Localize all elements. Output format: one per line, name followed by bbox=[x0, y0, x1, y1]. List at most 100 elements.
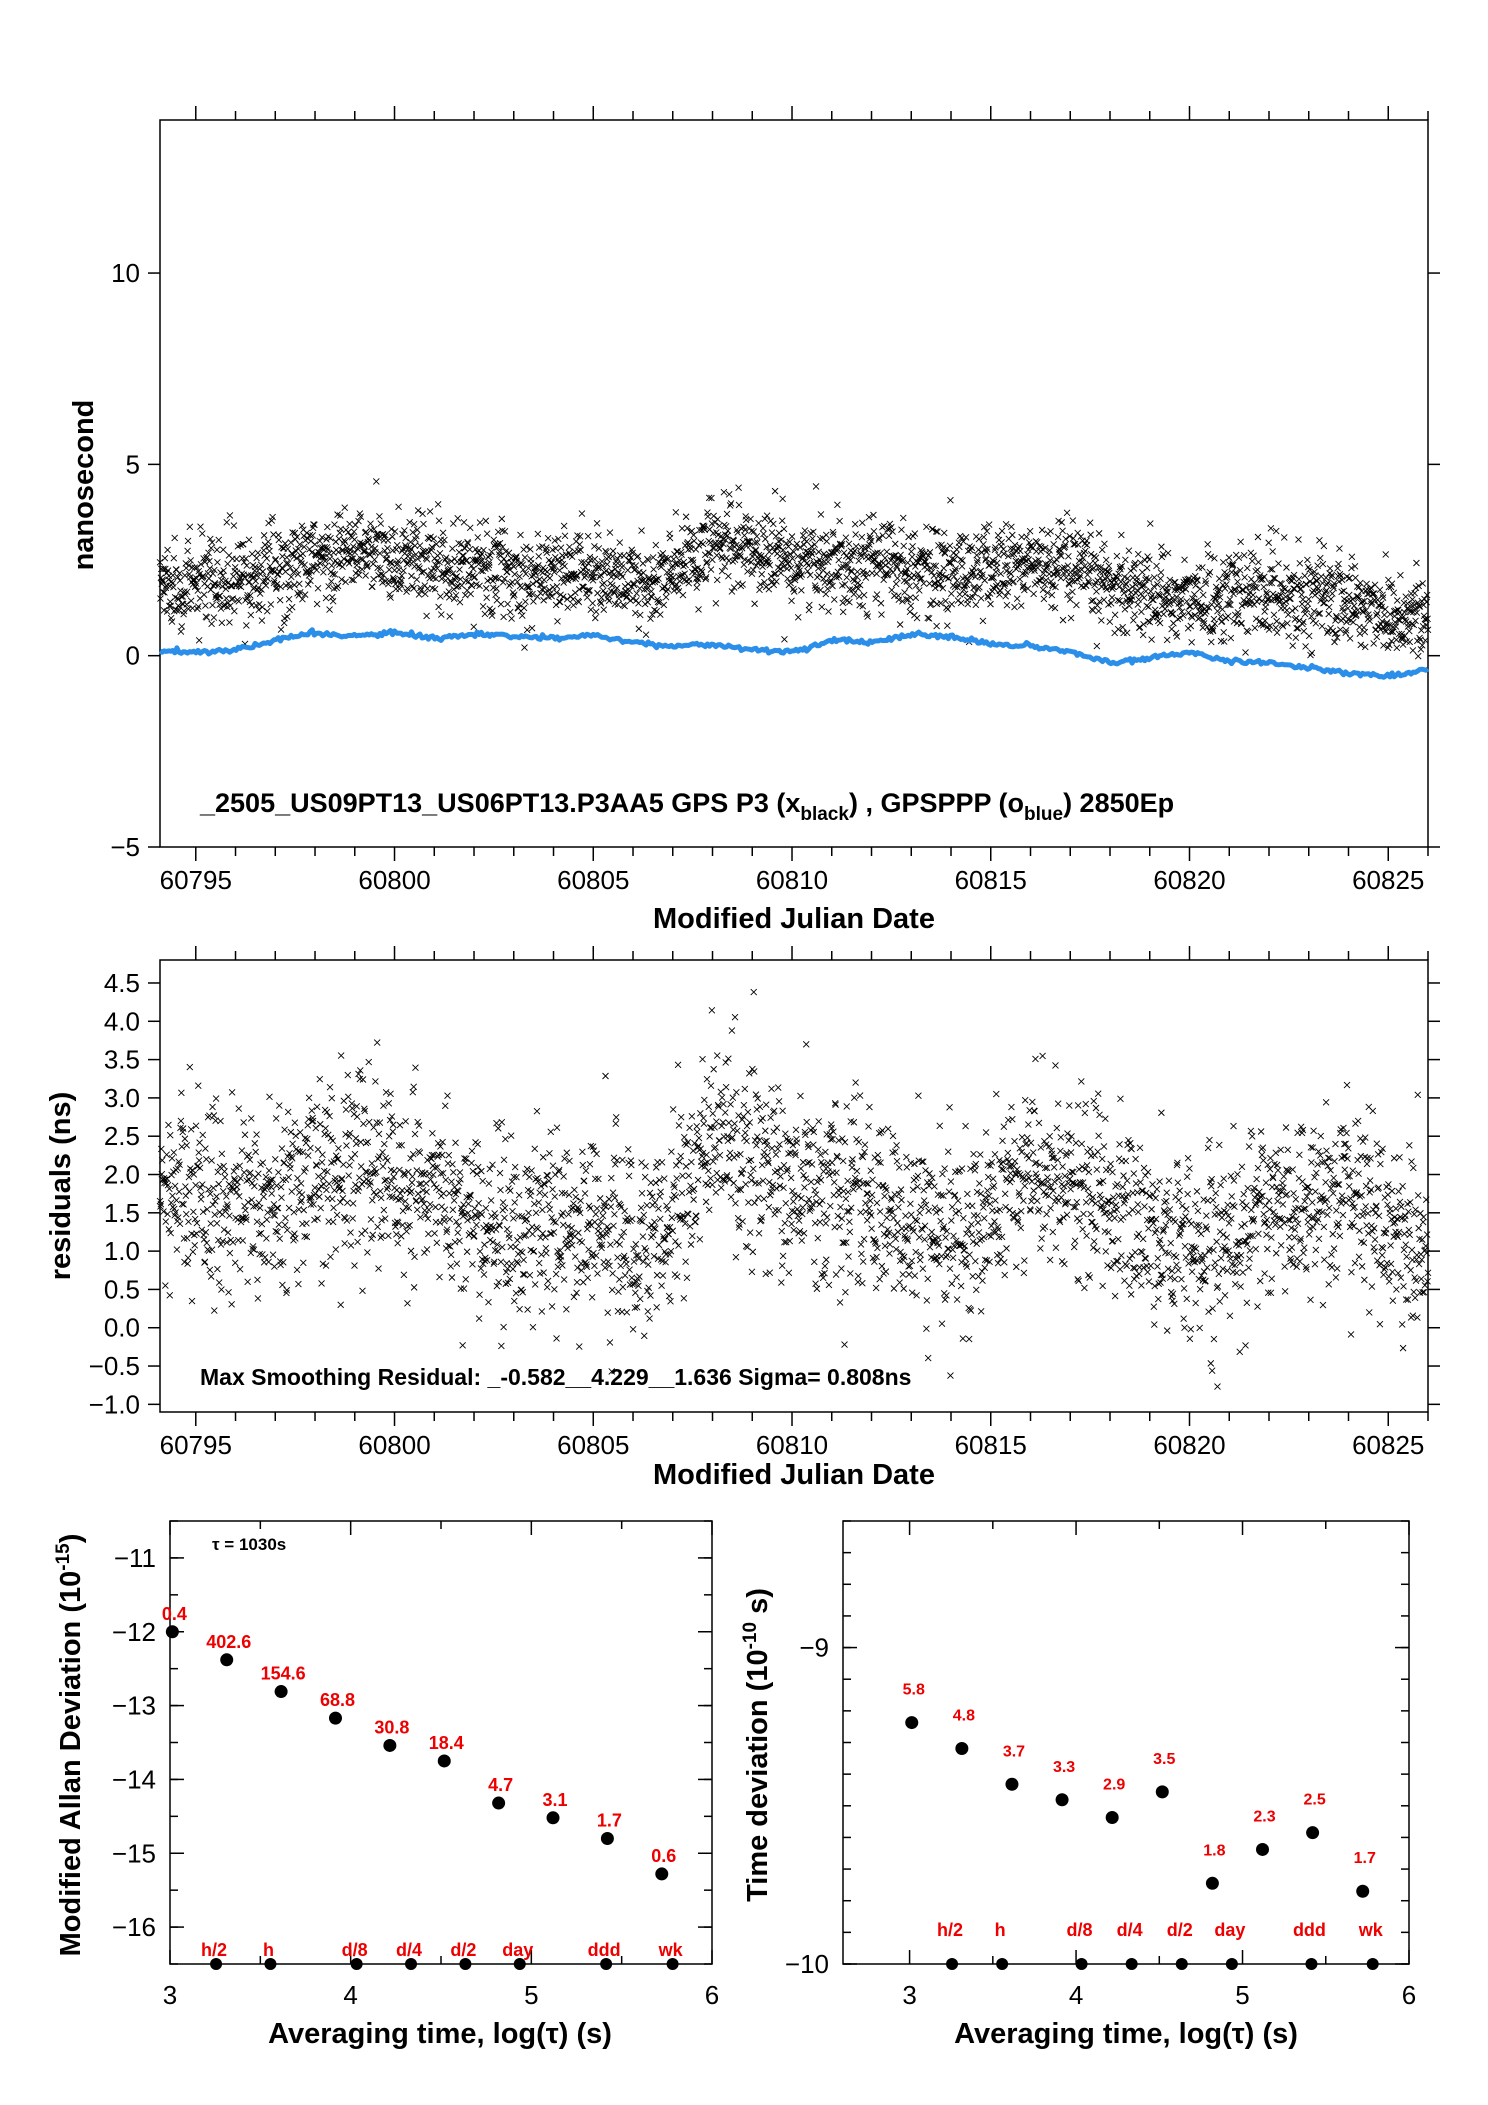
phase-black-point bbox=[961, 590, 969, 598]
phase-black-point bbox=[1002, 521, 1010, 528]
residuals-point bbox=[292, 1132, 300, 1140]
phase-black-point bbox=[636, 611, 644, 619]
residuals-point bbox=[577, 1197, 584, 1205]
residuals-point bbox=[782, 1199, 790, 1207]
phase-black-point bbox=[408, 553, 416, 560]
phase-black-point bbox=[383, 551, 391, 558]
residuals-point bbox=[506, 1234, 513, 1242]
phase-black-point bbox=[387, 594, 394, 601]
residuals-point bbox=[705, 1206, 713, 1214]
phase-annotation: _2505_US09PT13_US06PT13.P3AA5 GPS P3 (xb… bbox=[199, 788, 1174, 825]
phase-black-point bbox=[203, 614, 211, 621]
phase-black-point bbox=[771, 487, 779, 495]
residuals-point bbox=[571, 1186, 578, 1194]
phase-black-point bbox=[476, 582, 483, 590]
phase-black-point bbox=[307, 577, 314, 585]
phase-black-point bbox=[513, 557, 521, 565]
phase-black-point bbox=[298, 522, 306, 530]
phase-black-point bbox=[801, 527, 809, 534]
residuals-point bbox=[538, 1206, 546, 1214]
phase-black-point bbox=[931, 584, 939, 592]
residuals-point bbox=[682, 1163, 690, 1170]
residuals-point bbox=[1004, 1116, 1012, 1124]
residuals-point bbox=[193, 1230, 200, 1237]
phase-black-point bbox=[394, 557, 402, 565]
residuals-point bbox=[408, 1179, 416, 1186]
phase-black-point bbox=[445, 594, 453, 601]
phase-black-point bbox=[271, 577, 278, 584]
phase-black-point bbox=[303, 529, 311, 537]
residuals-point bbox=[384, 1157, 391, 1164]
residuals-point bbox=[453, 1260, 461, 1267]
phase-black-point bbox=[529, 580, 537, 588]
phase-black-point bbox=[692, 565, 699, 573]
residuals-point bbox=[795, 1229, 802, 1237]
phase-black-point bbox=[207, 544, 215, 552]
residuals-point bbox=[823, 1130, 831, 1138]
residuals-point bbox=[705, 1103, 713, 1111]
residuals-point bbox=[343, 1142, 350, 1149]
residuals-point bbox=[351, 1150, 359, 1158]
phase-black-point bbox=[486, 552, 494, 559]
phase-black-point bbox=[851, 520, 859, 528]
residuals-point bbox=[602, 1072, 609, 1080]
residuals-point bbox=[275, 1221, 283, 1228]
phase-black-point bbox=[605, 597, 613, 605]
residuals-point bbox=[407, 1247, 415, 1255]
phase-black-point bbox=[740, 523, 747, 531]
phase-black-point bbox=[703, 559, 710, 567]
residuals-point bbox=[621, 1272, 629, 1279]
phase-black-point bbox=[198, 530, 206, 537]
residuals-point bbox=[255, 1170, 262, 1177]
phase-black-point bbox=[583, 568, 591, 576]
residuals-point bbox=[299, 1259, 307, 1267]
phase-black-point bbox=[610, 571, 617, 579]
residuals-point bbox=[1020, 1197, 1027, 1205]
residuals-point bbox=[653, 1271, 661, 1279]
phase-black-point bbox=[1207, 638, 1215, 646]
residuals-point bbox=[493, 1119, 500, 1127]
phase-black-point bbox=[817, 511, 825, 518]
residuals-point bbox=[532, 1209, 540, 1217]
phase-black-point bbox=[995, 551, 1002, 559]
residuals-point bbox=[924, 1275, 932, 1283]
residuals-point bbox=[281, 1126, 288, 1134]
phase-black-point bbox=[852, 531, 859, 538]
residuals-point bbox=[221, 1173, 229, 1181]
residuals-point bbox=[674, 1061, 682, 1069]
phase-black-point bbox=[437, 611, 445, 618]
residuals-point bbox=[915, 1092, 922, 1099]
residuals-point bbox=[881, 1242, 889, 1250]
phase-black-point bbox=[753, 539, 761, 546]
residuals-point bbox=[553, 1124, 561, 1131]
residuals-point bbox=[668, 1214, 676, 1222]
residuals-point bbox=[511, 1199, 519, 1206]
phase-black-point bbox=[1272, 527, 1280, 535]
residuals-point bbox=[941, 1296, 949, 1303]
phase-black-point bbox=[981, 577, 989, 584]
residuals-point bbox=[948, 1217, 955, 1224]
residuals-point bbox=[447, 1251, 455, 1259]
residuals-point bbox=[449, 1169, 457, 1176]
phase-black-point bbox=[207, 586, 215, 594]
residuals-point bbox=[354, 1238, 361, 1246]
phase-black-point bbox=[640, 569, 647, 577]
phase-black-point bbox=[577, 546, 584, 554]
residuals-point bbox=[449, 1161, 456, 1168]
phase-black-point bbox=[992, 568, 1000, 576]
residuals-point bbox=[919, 1158, 927, 1165]
phase-black-point bbox=[1414, 652, 1422, 660]
phase-black-point bbox=[597, 600, 605, 607]
phase-black-point bbox=[834, 568, 842, 576]
phase-black-point bbox=[1125, 547, 1133, 555]
phase-black-point bbox=[948, 590, 955, 597]
phase-black-point bbox=[635, 599, 642, 607]
residuals-point bbox=[260, 1193, 268, 1201]
residuals-point bbox=[547, 1128, 555, 1136]
residuals-point bbox=[966, 1251, 973, 1259]
residuals-point bbox=[346, 1161, 353, 1169]
residuals-point bbox=[675, 1242, 682, 1249]
phase-black-point bbox=[1087, 550, 1095, 558]
residuals-point bbox=[332, 1246, 340, 1253]
phase-black-point bbox=[419, 510, 426, 518]
